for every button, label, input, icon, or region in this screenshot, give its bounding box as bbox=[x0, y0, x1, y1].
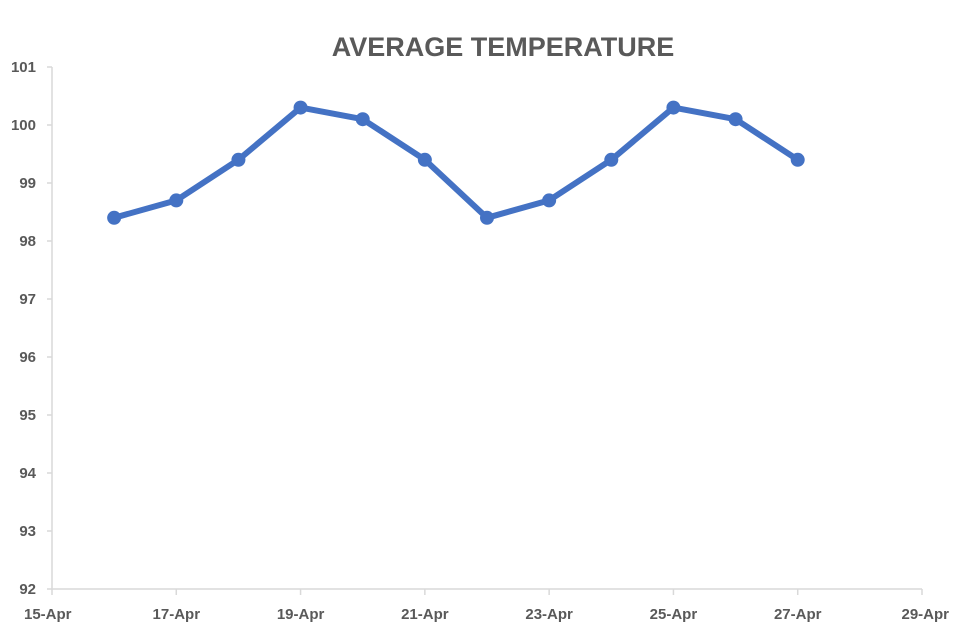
x-tick-label: 17-Apr bbox=[153, 606, 201, 623]
chart-title: AVERAGE TEMPERATURE bbox=[332, 32, 675, 62]
y-tick-label: 99 bbox=[19, 175, 36, 192]
y-tick-label: 93 bbox=[19, 523, 36, 540]
data-point bbox=[107, 210, 122, 225]
y-tick-label: 98 bbox=[19, 233, 36, 250]
y-tick-label: 100 bbox=[11, 117, 36, 134]
data-point bbox=[169, 193, 184, 208]
data-point bbox=[604, 152, 619, 167]
series-layer bbox=[107, 100, 805, 225]
y-tick-label: 101 bbox=[11, 59, 36, 76]
y-tick-label: 92 bbox=[19, 581, 36, 598]
x-tick-label: 21-Apr bbox=[401, 606, 449, 623]
data-point bbox=[790, 152, 805, 167]
data-point bbox=[293, 100, 308, 115]
data-point bbox=[728, 112, 743, 127]
x-tick-label: 19-Apr bbox=[277, 606, 325, 623]
x-tick-label: 27-Apr bbox=[774, 606, 822, 623]
data-point bbox=[417, 152, 432, 167]
tick-labels: 92 93 94 95 96 97 98 99 100 101 15-Apr 17-Apr 19-Apr… bbox=[11, 59, 949, 623]
axes bbox=[47, 66, 923, 595]
x-tick-label: 29-Apr bbox=[901, 606, 949, 623]
data-point bbox=[666, 100, 681, 115]
data-point bbox=[480, 210, 494, 225]
x-tick-label: 23-Apr bbox=[525, 606, 573, 623]
data-point bbox=[231, 152, 246, 167]
y-tick-label: 94 bbox=[19, 465, 36, 482]
y-tick-label: 97 bbox=[19, 291, 36, 308]
x-tick-label: 15-Apr bbox=[24, 606, 72, 623]
series-line bbox=[111, 104, 801, 221]
data-point bbox=[542, 193, 557, 208]
data-point bbox=[355, 112, 370, 127]
y-tick-label: 96 bbox=[19, 349, 36, 366]
x-tick-label: 25-Apr bbox=[650, 606, 698, 623]
y-tick-label: 95 bbox=[19, 407, 36, 424]
